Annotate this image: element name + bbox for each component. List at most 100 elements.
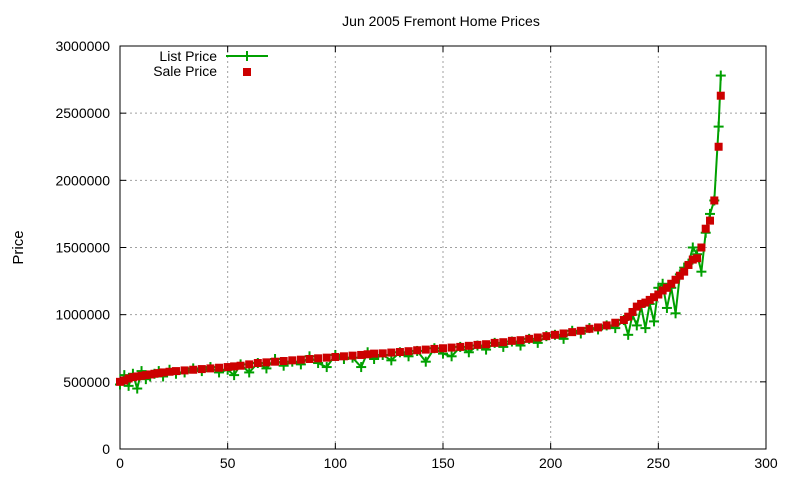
list-price-point — [123, 380, 134, 391]
sale-price-point — [288, 356, 297, 365]
list-price-point — [670, 308, 681, 319]
sale-price-point — [171, 367, 180, 376]
sale-price-point — [141, 371, 150, 380]
y-tick-label: 1500000 — [55, 240, 110, 256]
x-tick-label: 100 — [324, 455, 348, 471]
sale-price-point — [654, 290, 663, 299]
sale-price-point — [611, 318, 620, 327]
sale-price-point — [413, 346, 422, 355]
sale-price-point — [395, 348, 404, 357]
sale-price-point — [637, 299, 646, 308]
sale-price-point — [197, 365, 206, 374]
legend-square-marker — [243, 68, 251, 76]
sale-price-point — [482, 340, 491, 349]
x-tick-label: 250 — [647, 455, 671, 471]
list-price-point — [696, 266, 707, 277]
list-price-point — [244, 367, 255, 378]
list-price-point — [229, 370, 240, 381]
sale-price-point — [632, 302, 641, 311]
sale-price-point — [602, 321, 611, 330]
chart-title: Jun 2005 Fremont Home Prices — [342, 13, 540, 29]
sale-price-point — [701, 224, 710, 233]
legend: List Price Sale Price — [153, 48, 268, 79]
x-axis: 0 50 100 150 200 250 300 — [116, 46, 778, 471]
y-tick-label: 2500000 — [55, 105, 110, 121]
sale-price-point — [439, 344, 447, 353]
list-price-point — [321, 362, 332, 373]
sale-price-point — [516, 336, 525, 345]
list-price-point — [446, 351, 457, 362]
sale-price-point — [245, 360, 254, 369]
sale-price-point — [363, 350, 372, 359]
y-tick-label: 500000 — [63, 374, 110, 390]
sale-price-point — [568, 328, 577, 337]
sale-price-point — [550, 330, 559, 339]
x-tick-label: 300 — [754, 455, 778, 471]
sale-price-point — [331, 352, 340, 361]
y-axis-title: Price — [10, 230, 27, 264]
sale-price-point — [339, 352, 348, 361]
sale-price-point — [697, 243, 706, 252]
sale-price-point — [305, 354, 314, 363]
sale-price-point — [146, 370, 155, 379]
sale-price-point — [693, 254, 702, 263]
sale-price-point — [378, 349, 387, 358]
legend-label-sale-price: Sale Price — [153, 63, 217, 79]
sale-price-point — [710, 196, 719, 205]
sale-price-point — [128, 373, 137, 382]
sale-price-point — [180, 366, 189, 375]
list-price-point — [640, 323, 651, 334]
sale-price-point — [387, 348, 396, 357]
list-price-point — [715, 70, 726, 81]
sale-price-point — [559, 329, 568, 338]
legend-symbol-list-price — [226, 51, 268, 61]
sale-price-point — [662, 283, 671, 292]
sale-price-point — [675, 271, 684, 280]
sale-price-point — [322, 353, 331, 362]
sale-price-point — [671, 275, 680, 284]
y-tick-label: 0 — [102, 441, 110, 457]
sale-price-point — [456, 342, 465, 351]
sale-price-point — [189, 365, 198, 374]
legend-cross-marker — [242, 51, 252, 61]
sale-price-point — [658, 286, 667, 295]
sale-price-point — [116, 377, 124, 386]
list-price-point — [420, 356, 431, 367]
legend-symbol-sale-price — [243, 68, 251, 76]
x-tick-label: 150 — [431, 455, 455, 471]
sale-price-point — [716, 91, 725, 100]
list-price-point — [713, 121, 724, 132]
series-sale-price — [116, 91, 725, 386]
sale-price-point — [542, 332, 551, 341]
y-tick-label: 2000000 — [55, 172, 110, 188]
sale-price-point — [619, 316, 628, 325]
sale-price-point — [262, 358, 271, 367]
x-tick-label: 200 — [539, 455, 563, 471]
sale-price-point — [421, 345, 430, 354]
list-price-point — [132, 383, 143, 394]
sale-price-point — [124, 374, 133, 383]
list-price-point — [386, 355, 397, 366]
sale-price-point — [680, 267, 689, 276]
sale-price-point — [236, 361, 245, 370]
sale-price-point — [714, 142, 723, 151]
sale-price-point — [706, 216, 715, 225]
sale-price-point — [585, 324, 594, 333]
sale-price-point — [533, 333, 542, 342]
sale-price-point — [253, 359, 262, 368]
sale-price-point — [667, 279, 676, 288]
y-tick-label: 1000000 — [55, 307, 110, 323]
sale-price-point — [594, 323, 603, 332]
y-axis: 0 500000 1000000 1500000 2000000 2500000 30000… — [55, 38, 766, 457]
series-layer — [115, 70, 726, 394]
list-price-point — [631, 320, 642, 331]
sale-price-point — [688, 255, 697, 264]
sale-price-point — [206, 364, 215, 373]
sale-price-point — [223, 363, 232, 372]
grid — [120, 46, 766, 449]
sale-price-point — [120, 376, 129, 385]
sale-price-point — [464, 341, 473, 350]
sale-price-point — [641, 298, 650, 307]
sale-price-point — [314, 354, 323, 363]
